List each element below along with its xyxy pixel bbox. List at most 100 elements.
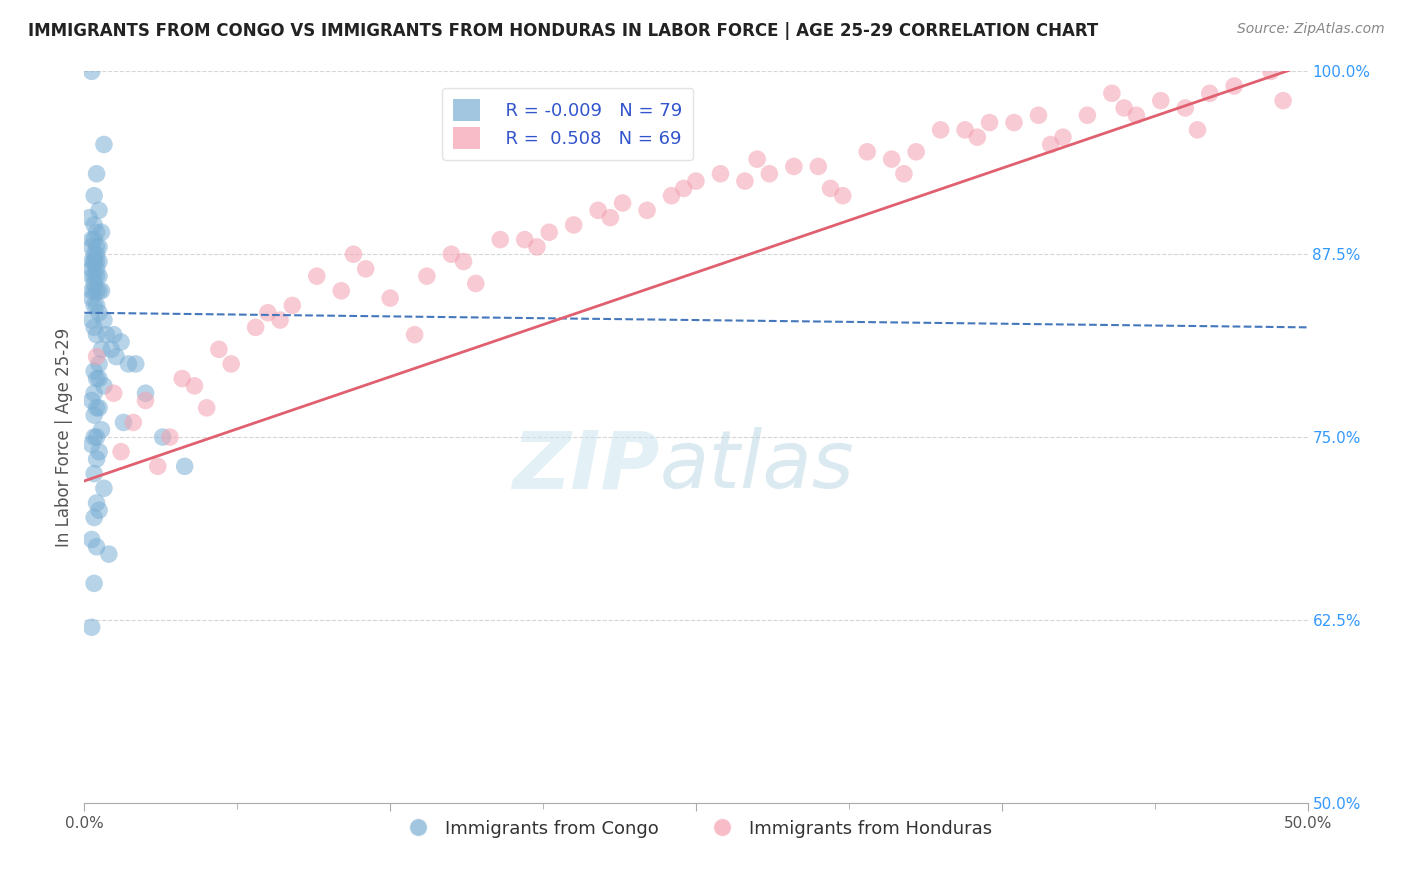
Point	[96, 327, 118, 342]
Y-axis label: In Labor Force | Age 25-29: In Labor Force | Age 25-29	[55, 327, 73, 547]
Point	[86, 240, 108, 254]
Text: atlas: atlas	[659, 427, 853, 506]
Point	[281, 298, 304, 312]
Point	[526, 240, 548, 254]
Point	[80, 284, 103, 298]
Point	[1272, 94, 1295, 108]
Point	[80, 291, 103, 305]
Point	[305, 269, 328, 284]
Point	[172, 371, 194, 385]
Point	[440, 247, 463, 261]
Point	[1114, 101, 1136, 115]
Point	[87, 240, 110, 254]
Point	[103, 327, 125, 342]
Point	[86, 496, 108, 510]
Point	[86, 371, 108, 385]
Text: ZIP: ZIP	[512, 427, 659, 506]
Point	[979, 115, 1001, 129]
Point	[685, 174, 707, 188]
Point	[93, 481, 115, 495]
Point	[562, 218, 585, 232]
Point	[87, 444, 110, 458]
Point	[93, 137, 115, 152]
Point	[97, 547, 120, 561]
Point	[83, 277, 105, 291]
Point	[110, 334, 132, 349]
Point	[672, 181, 695, 195]
Point	[83, 247, 105, 261]
Point	[83, 188, 105, 202]
Point	[117, 357, 139, 371]
Point	[83, 269, 105, 284]
Point	[1052, 130, 1074, 145]
Point	[245, 320, 267, 334]
Point	[80, 64, 103, 78]
Point	[219, 357, 242, 371]
Point	[636, 203, 658, 218]
Point	[183, 379, 205, 393]
Point	[1174, 101, 1197, 115]
Point	[83, 467, 105, 481]
Point	[86, 327, 108, 342]
Point	[86, 430, 108, 444]
Point	[831, 188, 853, 202]
Point	[86, 167, 108, 181]
Point	[80, 620, 103, 634]
Point	[86, 298, 108, 312]
Point	[90, 423, 112, 437]
Point	[90, 284, 112, 298]
Point	[83, 408, 105, 422]
Point	[489, 233, 512, 247]
Point	[783, 160, 806, 174]
Point	[83, 233, 105, 247]
Point	[1101, 87, 1123, 101]
Point	[342, 247, 364, 261]
Point	[87, 357, 110, 371]
Point	[758, 167, 780, 181]
Point	[464, 277, 486, 291]
Point	[152, 430, 174, 444]
Point	[1223, 78, 1246, 93]
Point	[893, 167, 915, 181]
Point	[86, 540, 108, 554]
Point	[90, 225, 112, 239]
Point	[86, 225, 108, 239]
Point	[1150, 94, 1173, 108]
Point	[86, 401, 108, 415]
Point	[103, 386, 125, 401]
Point	[86, 254, 108, 268]
Point	[83, 364, 105, 378]
Point	[80, 437, 103, 451]
Point	[905, 145, 928, 159]
Point	[83, 510, 105, 524]
Text: IMMIGRANTS FROM CONGO VS IMMIGRANTS FROM HONDURAS IN LABOR FORCE | AGE 25-29 COR: IMMIGRANTS FROM CONGO VS IMMIGRANTS FROM…	[28, 22, 1098, 40]
Point	[80, 269, 103, 284]
Point	[87, 203, 110, 218]
Point	[93, 313, 115, 327]
Text: Source: ZipAtlas.com: Source: ZipAtlas.com	[1237, 22, 1385, 37]
Point	[1002, 115, 1025, 129]
Point	[112, 416, 135, 430]
Point	[856, 145, 879, 159]
Point	[83, 254, 105, 268]
Point	[86, 261, 108, 276]
Point	[966, 130, 988, 145]
Point	[80, 533, 103, 547]
Point	[87, 503, 110, 517]
Point	[880, 152, 903, 166]
Point	[83, 298, 105, 312]
Point	[80, 233, 103, 247]
Point	[747, 152, 769, 166]
Point	[93, 379, 115, 393]
Point	[80, 254, 103, 268]
Point	[416, 269, 439, 284]
Point	[195, 401, 218, 415]
Point	[83, 576, 105, 591]
Point	[380, 291, 402, 305]
Point	[87, 371, 110, 385]
Point	[661, 188, 683, 202]
Point	[820, 181, 842, 195]
Point	[80, 261, 103, 276]
Point	[146, 459, 169, 474]
Point	[453, 254, 475, 268]
